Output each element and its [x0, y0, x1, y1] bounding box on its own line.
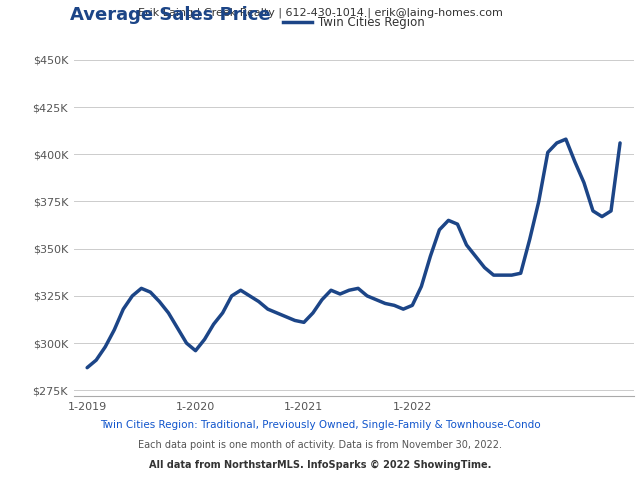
Text: Each data point is one month of activity. Data is from November 30, 2022.: Each data point is one month of activity… [138, 441, 502, 450]
Text: Twin Cities Region: Traditional, Previously Owned, Single-Family & Townhouse-Con: Twin Cities Region: Traditional, Previou… [100, 420, 540, 430]
Text: All data from NorthstarMLS. InfoSparks © 2022 ShowingTime.: All data from NorthstarMLS. InfoSparks ©… [149, 460, 491, 469]
Text: Average Sales Price: Average Sales Price [70, 6, 271, 24]
Legend: Twin Cities Region: Twin Cities Region [278, 12, 429, 34]
Text: Erik Laing | Creek Realty | 612-430-1014 | erik@laing-homes.com: Erik Laing | Creek Realty | 612-430-1014… [138, 8, 502, 18]
